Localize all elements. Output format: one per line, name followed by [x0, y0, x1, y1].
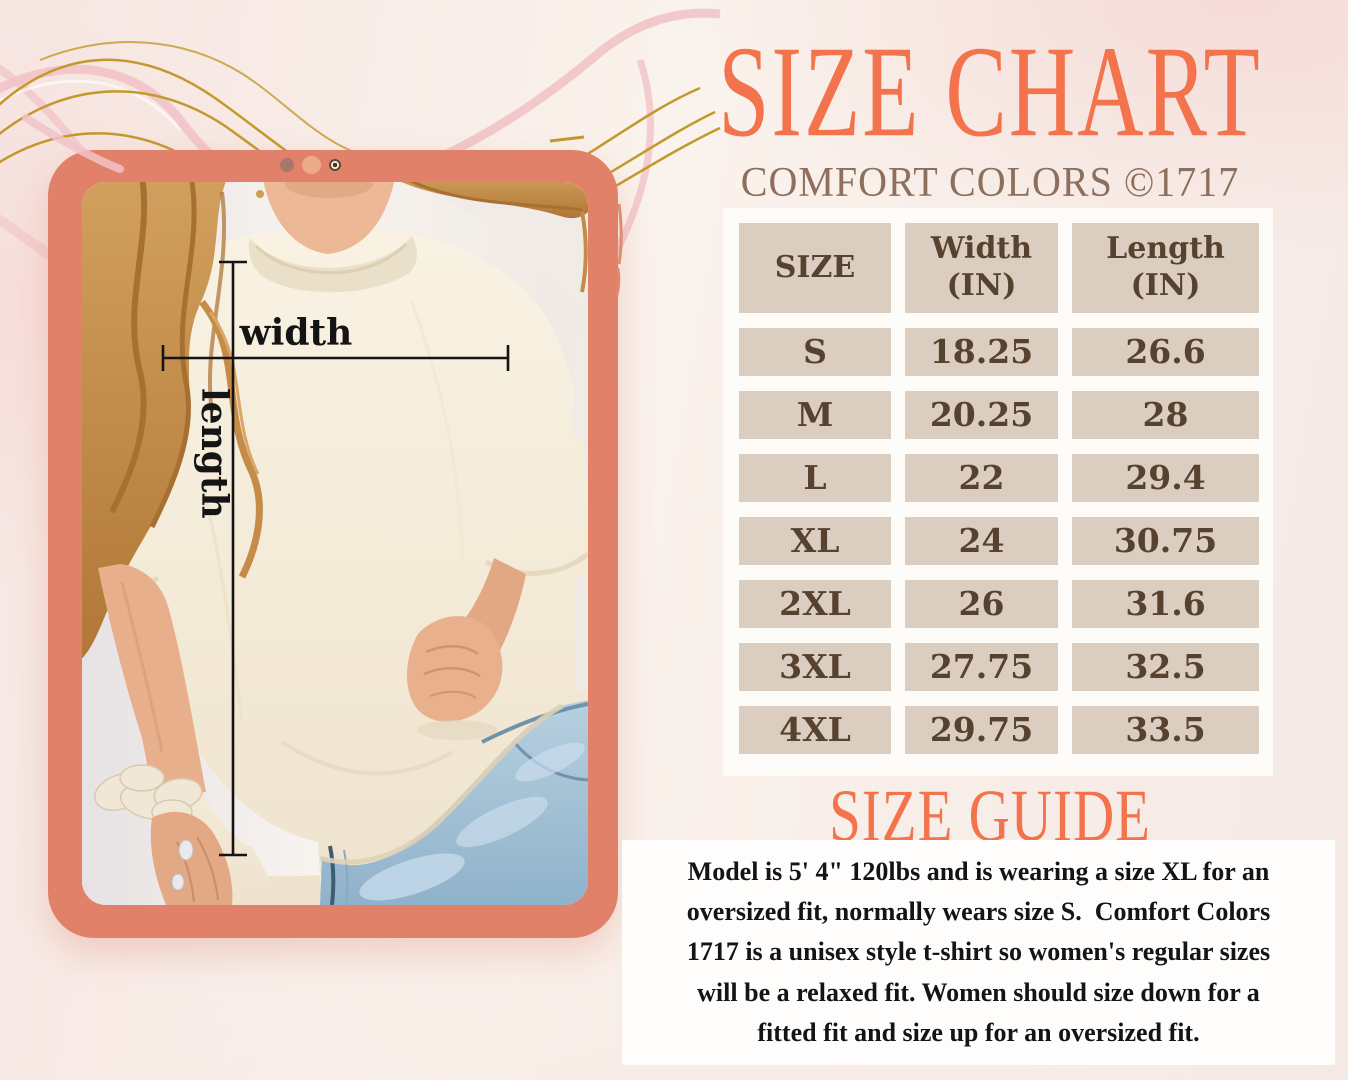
size-table-cell: 4XL — [739, 706, 891, 754]
size-table-cell: 2XL — [739, 580, 891, 628]
camera-lens-icon — [329, 159, 341, 171]
model-right-arm — [407, 558, 526, 740]
tablet-frame: width length — [48, 150, 618, 938]
size-table: SIZE Width (IN) Length (IN) S 18.25 26.6 M 20.2… — [723, 208, 1273, 776]
size-table-cell: S — [739, 328, 891, 376]
model-left-arm — [94, 564, 233, 905]
ring — [171, 873, 185, 891]
size-table-cell: 26 — [905, 580, 1058, 628]
size-table-cell: 28 — [1072, 391, 1259, 439]
size-table-cell: 24 — [905, 517, 1058, 565]
model-photo: width length — [82, 182, 588, 905]
size-table-cell: 29.4 — [1072, 454, 1259, 502]
size-table-cell: 32.5 — [1072, 643, 1259, 691]
scrunchie — [94, 764, 203, 825]
size-table-cell: M — [739, 391, 891, 439]
page-title: SIZE CHART — [718, 18, 1262, 164]
gold-dash — [549, 135, 585, 143]
size-table-cell: 29.75 — [905, 706, 1058, 754]
size-guide-box: Model is 5' 4" 120lbs and is wearing a s… — [622, 840, 1335, 1065]
earring-icon — [256, 190, 264, 198]
size-table-cell: 31.6 — [1072, 580, 1259, 628]
photo-background-edge — [576, 578, 588, 690]
width-label: width — [239, 312, 353, 354]
page-subtitle: COMFORT COLORS ©1717 — [740, 158, 1240, 206]
size-table-cell: L — [739, 454, 891, 502]
size-table-header-cell: Width (IN) — [905, 223, 1058, 313]
size-table-cell: 18.25 — [905, 328, 1058, 376]
size-table-cell: 30.75 — [1072, 517, 1259, 565]
jeans-fly-seam — [328, 845, 336, 905]
photo-background-edge — [574, 330, 588, 438]
size-table-cell: 26.6 — [1072, 328, 1259, 376]
size-table-cell: 27.75 — [905, 643, 1058, 691]
size-table-cell: 20.25 — [905, 391, 1058, 439]
highlight-wave — [0, 79, 182, 131]
camera-dot-icon — [280, 158, 294, 172]
length-label: length — [193, 388, 235, 519]
pink-dash — [617, 203, 623, 265]
size-table-header-cell: Length (IN) — [1072, 223, 1259, 313]
gold-wave — [39, 41, 381, 161]
size-table-cell: 3XL — [739, 643, 891, 691]
camera-dot-icon — [302, 156, 321, 174]
size-table-cell: 33.5 — [1072, 706, 1259, 754]
shirt-hem — [319, 703, 564, 865]
size-guide-text: Model is 5' 4" 120lbs and is wearing a s… — [686, 856, 1271, 1047]
size-table-cell: 22 — [905, 454, 1058, 502]
camera-dots — [280, 154, 341, 176]
ring — [178, 839, 194, 861]
size-table-header-cell: SIZE — [739, 223, 891, 313]
size-table-cell: XL — [739, 517, 891, 565]
